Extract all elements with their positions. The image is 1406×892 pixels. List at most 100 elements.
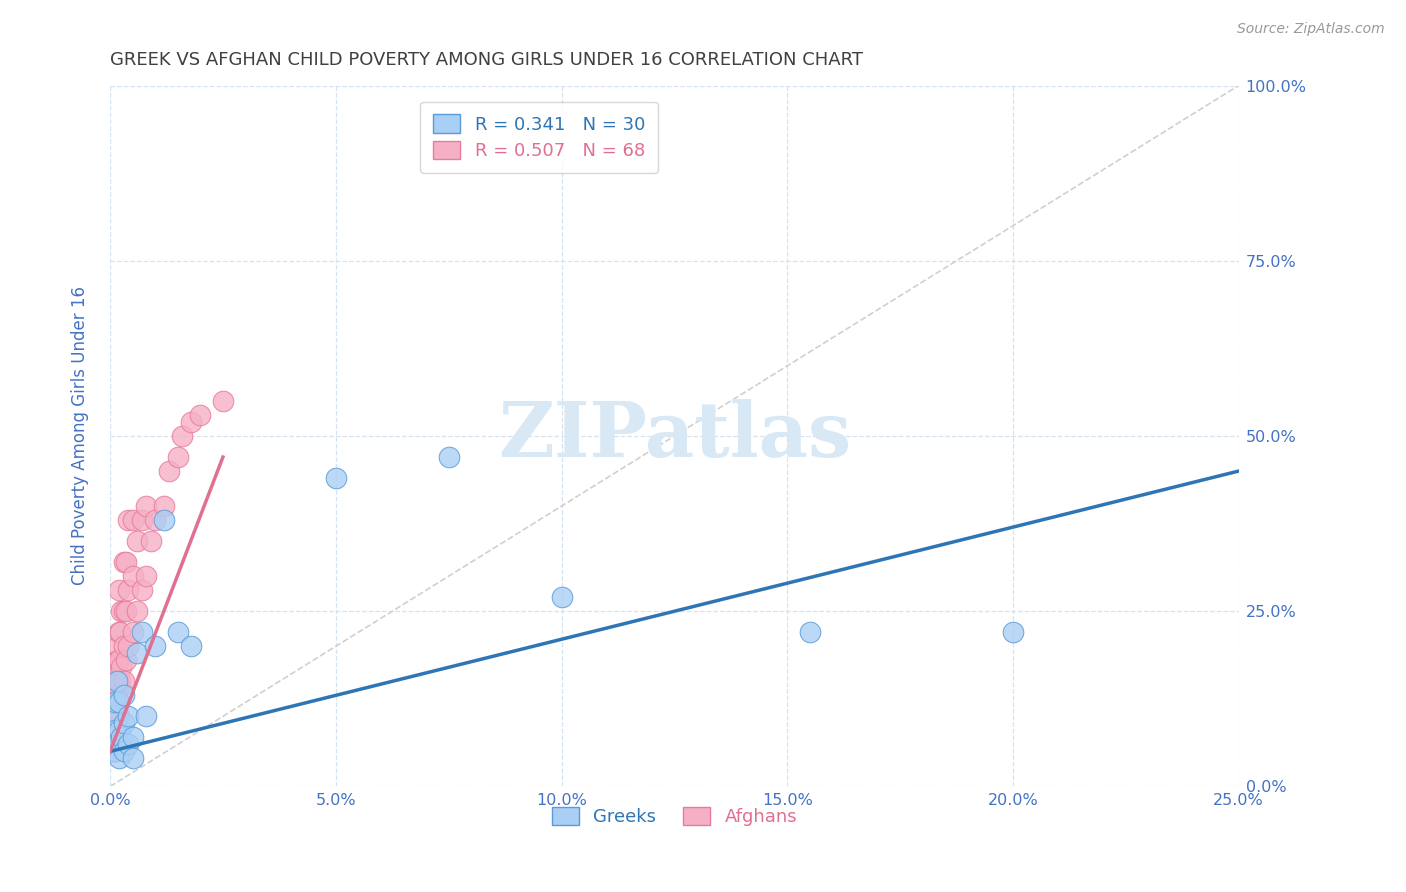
Point xyxy=(180,415,202,429)
Point xyxy=(437,450,460,464)
Point xyxy=(112,716,135,731)
Point xyxy=(105,689,128,703)
Point xyxy=(115,604,138,618)
Point xyxy=(166,625,188,640)
Point xyxy=(112,555,135,569)
Point xyxy=(103,744,125,758)
Point xyxy=(112,744,135,758)
Point xyxy=(157,464,180,478)
Point xyxy=(110,660,132,674)
Point xyxy=(108,709,131,723)
Point xyxy=(121,569,143,583)
Point xyxy=(108,625,131,640)
Point xyxy=(104,674,127,689)
Point xyxy=(135,569,157,583)
Point xyxy=(117,640,139,654)
Point xyxy=(121,751,143,765)
Point xyxy=(107,653,129,667)
Y-axis label: Child Poverty Among Girls Under 16: Child Poverty Among Girls Under 16 xyxy=(72,286,89,585)
Point xyxy=(108,681,131,696)
Point xyxy=(105,660,128,674)
Point xyxy=(103,674,125,689)
Point xyxy=(135,499,157,513)
Point xyxy=(117,513,139,527)
Point xyxy=(1001,625,1024,640)
Point xyxy=(108,674,131,689)
Point xyxy=(104,709,127,723)
Point xyxy=(112,689,135,703)
Point xyxy=(166,450,188,464)
Point xyxy=(103,723,125,738)
Point xyxy=(131,583,153,598)
Point xyxy=(153,499,176,513)
Point xyxy=(121,731,143,745)
Point xyxy=(105,709,128,723)
Point xyxy=(143,640,166,654)
Point xyxy=(127,646,149,660)
Point xyxy=(103,744,125,758)
Point xyxy=(103,731,125,745)
Point xyxy=(105,723,128,738)
Point xyxy=(127,534,149,549)
Point xyxy=(105,738,128,752)
Point xyxy=(190,408,212,422)
Point xyxy=(112,640,135,654)
Point xyxy=(108,625,131,640)
Point xyxy=(105,674,128,689)
Point xyxy=(103,723,125,738)
Point xyxy=(135,709,157,723)
Point xyxy=(117,709,139,723)
Point xyxy=(110,604,132,618)
Point xyxy=(105,695,128,709)
Point xyxy=(117,583,139,598)
Point xyxy=(103,744,125,758)
Text: GREEK VS AFGHAN CHILD POVERTY AMONG GIRLS UNDER 16 CORRELATION CHART: GREEK VS AFGHAN CHILD POVERTY AMONG GIRL… xyxy=(110,51,863,69)
Point xyxy=(107,695,129,709)
Point xyxy=(108,653,131,667)
Point xyxy=(101,723,124,738)
Point xyxy=(127,604,149,618)
Point xyxy=(112,674,135,689)
Point xyxy=(103,695,125,709)
Point xyxy=(550,591,572,605)
Point xyxy=(180,640,202,654)
Point xyxy=(101,709,124,723)
Point xyxy=(101,744,124,758)
Point xyxy=(131,513,153,527)
Point xyxy=(121,625,143,640)
Point xyxy=(108,723,131,738)
Text: Source: ZipAtlas.com: Source: ZipAtlas.com xyxy=(1237,22,1385,37)
Point xyxy=(121,513,143,527)
Point xyxy=(108,695,131,709)
Point xyxy=(153,513,176,527)
Point xyxy=(105,674,128,689)
Point xyxy=(103,695,125,709)
Point xyxy=(139,534,162,549)
Point xyxy=(100,744,122,758)
Point xyxy=(107,640,129,654)
Point xyxy=(115,653,138,667)
Point xyxy=(103,709,125,723)
Point xyxy=(799,625,821,640)
Point xyxy=(325,471,347,485)
Point xyxy=(110,731,132,745)
Point xyxy=(103,738,125,752)
Point xyxy=(108,751,131,765)
Point xyxy=(212,393,235,408)
Point xyxy=(104,723,127,738)
Point xyxy=(107,681,129,696)
Point xyxy=(117,738,139,752)
Point xyxy=(172,429,194,443)
Point xyxy=(103,695,125,709)
Point xyxy=(105,653,128,667)
Legend: Greeks, Afghans: Greeks, Afghans xyxy=(544,800,804,833)
Point xyxy=(112,604,135,618)
Point xyxy=(103,709,125,723)
Point xyxy=(104,695,127,709)
Point xyxy=(143,513,166,527)
Point xyxy=(131,625,153,640)
Point xyxy=(104,667,127,681)
Point xyxy=(115,555,138,569)
Point xyxy=(101,731,124,745)
Text: ZIPatlas: ZIPatlas xyxy=(498,399,851,473)
